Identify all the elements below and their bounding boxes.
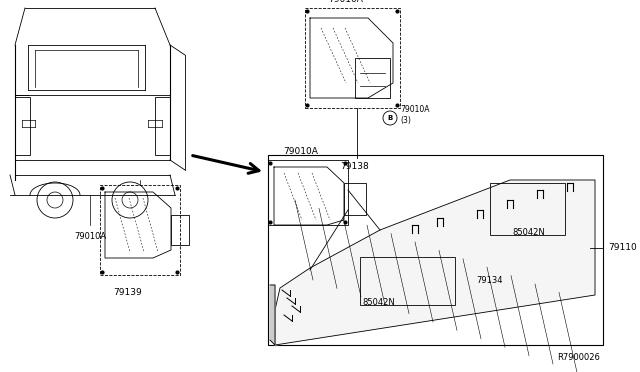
Text: 79010A
(3): 79010A (3) bbox=[400, 105, 429, 125]
Text: 79010A: 79010A bbox=[328, 0, 363, 4]
Text: 79134: 79134 bbox=[476, 276, 502, 285]
Bar bbox=[305, 8, 400, 108]
Bar bbox=[355, 58, 390, 98]
Bar bbox=[344, 183, 366, 215]
Polygon shape bbox=[275, 180, 595, 345]
Text: 79010A: 79010A bbox=[74, 232, 106, 241]
Text: 79138: 79138 bbox=[340, 162, 369, 171]
Bar bbox=[268, 160, 348, 225]
Text: 79139: 79139 bbox=[114, 288, 142, 297]
Bar bbox=[15, 97, 30, 155]
Bar bbox=[155, 97, 170, 155]
Polygon shape bbox=[270, 285, 275, 345]
Text: 85042N: 85042N bbox=[362, 298, 395, 307]
Text: 79110: 79110 bbox=[608, 244, 637, 253]
Bar bbox=[100, 185, 180, 275]
Bar bbox=[268, 155, 603, 345]
Text: B: B bbox=[387, 115, 392, 121]
Bar bbox=[360, 257, 455, 305]
Bar bbox=[490, 183, 565, 235]
Text: 85042N: 85042N bbox=[512, 228, 545, 237]
Text: R7900026: R7900026 bbox=[557, 353, 600, 362]
Text: 79010A: 79010A bbox=[283, 147, 318, 156]
Bar bbox=[171, 215, 189, 245]
